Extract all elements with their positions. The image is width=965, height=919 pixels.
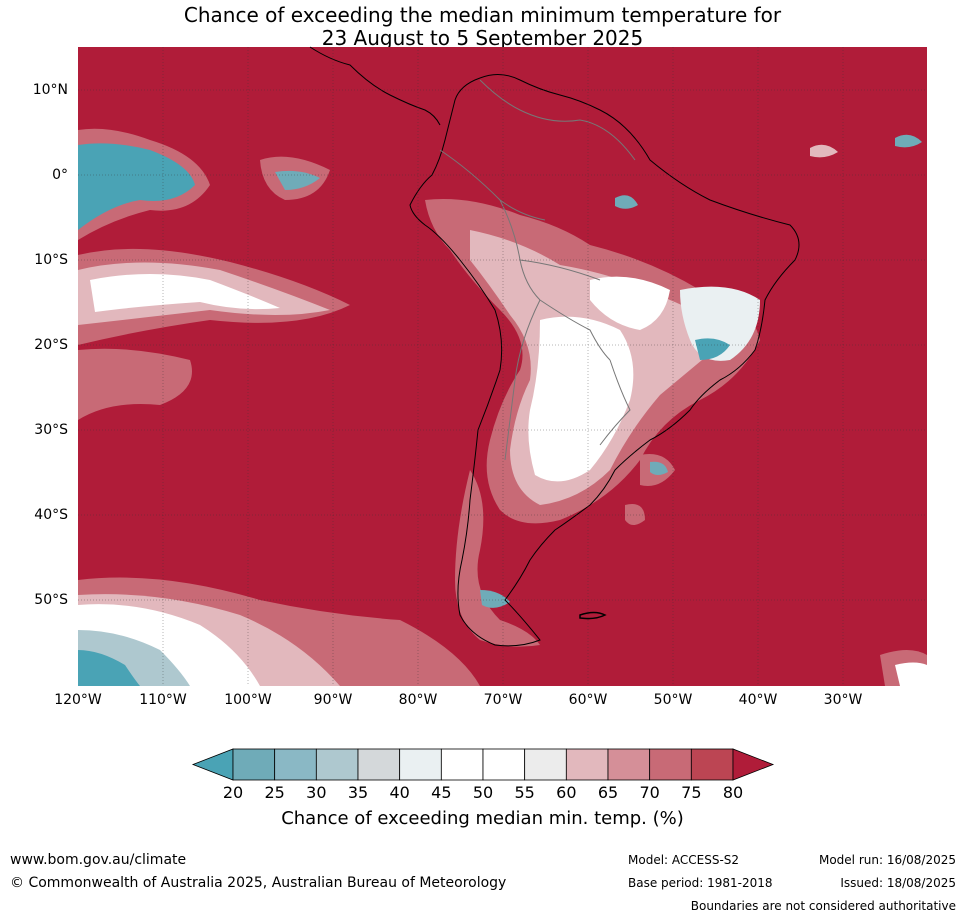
brazil-east-teal bbox=[695, 338, 730, 360]
colorbar-segment bbox=[357, 748, 401, 781]
se-pacific-lower bbox=[78, 348, 192, 420]
atlantic-patch-5-white bbox=[895, 662, 927, 686]
colorbar-segment bbox=[315, 748, 359, 781]
colorbar-segment bbox=[232, 748, 276, 781]
lat-label-0: 0° bbox=[52, 167, 68, 183]
gridlines bbox=[78, 47, 927, 686]
colorbar-tick-label: 55 bbox=[514, 783, 535, 802]
brazil-white bbox=[590, 276, 670, 330]
lon-label-80w: 80°W bbox=[398, 692, 438, 708]
footer-boundaries: Boundaries are not considered authoritat… bbox=[690, 899, 956, 913]
lat-label-10n: 10°N bbox=[32, 82, 68, 98]
se-pacific-band-white bbox=[90, 274, 280, 312]
colorbar-segment bbox=[565, 748, 609, 781]
footer-issued: Issued: 18/08/2025 bbox=[840, 876, 956, 890]
patagonia-teal bbox=[480, 590, 510, 608]
map-background bbox=[78, 47, 927, 686]
colorbar-tick-label: 50 bbox=[472, 783, 494, 802]
lat-label-40s: 40°S bbox=[34, 507, 68, 523]
central-america-coastline bbox=[309, 46, 441, 126]
colorbar-tick-label: 65 bbox=[597, 783, 619, 802]
colorbar-tick-label: 30 bbox=[306, 783, 327, 802]
pacific-small-patch-teal bbox=[275, 170, 320, 190]
atlantic-patch-2 bbox=[625, 504, 645, 525]
footer-model: Model: ACCESS-S2 bbox=[628, 853, 740, 867]
colorbar-extend-high bbox=[732, 748, 775, 781]
atlantic-patch-1-teal bbox=[650, 461, 668, 475]
lon-label-120w: 120°W bbox=[54, 692, 102, 708]
lat-label-30s: 30°S bbox=[34, 422, 68, 438]
colorbar-tick-label: 45 bbox=[431, 783, 452, 802]
lon-label-90w: 90°W bbox=[313, 692, 353, 708]
colorbar-segment bbox=[274, 748, 317, 781]
colorbar-tick-label: 35 bbox=[347, 783, 369, 802]
map-title: Chance of exceeding the median minimum t… bbox=[0, 4, 965, 50]
colorbar-extend-low bbox=[191, 748, 234, 781]
footer-base-period: Base period: 1981-2018 bbox=[628, 876, 773, 890]
colorbar-segment bbox=[399, 748, 442, 781]
colorbar-tick-label: 80 bbox=[722, 783, 744, 802]
atlantic-patch-4 bbox=[895, 134, 922, 148]
colorbar bbox=[191, 748, 775, 781]
lat-label-50s: 50°S bbox=[34, 592, 68, 608]
colorbar-segment bbox=[482, 748, 526, 781]
lon-label-60w: 60°W bbox=[568, 692, 608, 708]
colorbar-title: Chance of exceeding median min. temp. (%… bbox=[281, 808, 684, 829]
patagonia-region bbox=[455, 470, 540, 647]
colorbar-segment bbox=[690, 748, 734, 781]
probability-regions bbox=[78, 128, 927, 686]
colorbar-tick-label: 25 bbox=[264, 783, 285, 802]
lon-label-110w: 110°W bbox=[139, 692, 187, 708]
footer-url: www.bom.gov.au/climate bbox=[10, 852, 187, 868]
lon-label-50w: 50°W bbox=[653, 692, 693, 708]
colorbar-segment bbox=[649, 748, 692, 781]
colorbar-tick-label: 60 bbox=[556, 783, 577, 802]
colorbar-tick-label: 20 bbox=[222, 783, 244, 802]
falklands bbox=[579, 611, 607, 620]
lon-label-30w: 30°W bbox=[823, 692, 863, 708]
lat-label-20s: 20°S bbox=[34, 337, 68, 353]
south-pacific-teal bbox=[78, 650, 140, 686]
south-america-interior-white bbox=[528, 316, 634, 482]
guianas-teal bbox=[615, 195, 638, 209]
colorbar-tick-label: 40 bbox=[389, 783, 410, 802]
colorbar-segment bbox=[607, 748, 651, 781]
lat-label-10s: 10°S bbox=[34, 252, 68, 268]
lon-label-100w: 100°W bbox=[224, 692, 272, 708]
colorbar-segment bbox=[440, 748, 484, 781]
lon-label-70w: 70°W bbox=[483, 692, 523, 708]
colorbar-tick-label: 75 bbox=[681, 783, 702, 802]
title-line-1: Chance of exceeding the median minimum t… bbox=[183, 3, 782, 27]
colorbar-tick-label: 70 bbox=[639, 783, 660, 802]
title-line-2: 23 August to 5 September 2025 bbox=[321, 26, 644, 50]
footer-model-run: Model run: 16/08/2025 bbox=[818, 853, 956, 867]
south-america-coastline bbox=[409, 74, 800, 647]
colorbar-segment bbox=[524, 748, 567, 781]
pacific-equatorial-region-teal bbox=[78, 143, 195, 230]
footer-copyright: © Commonwealth of Australia 2025, Austra… bbox=[10, 875, 507, 891]
atlantic-patch-3 bbox=[810, 144, 838, 158]
lon-label-40w: 40°W bbox=[738, 692, 778, 708]
